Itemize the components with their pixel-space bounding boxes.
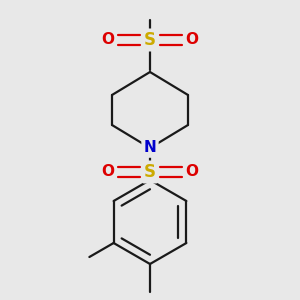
Text: O: O [185,32,199,47]
Text: O: O [101,32,115,47]
Text: O: O [185,164,199,179]
Text: S: S [144,163,156,181]
Text: S: S [144,31,156,49]
Text: O: O [101,164,115,179]
Text: N: N [144,140,156,155]
